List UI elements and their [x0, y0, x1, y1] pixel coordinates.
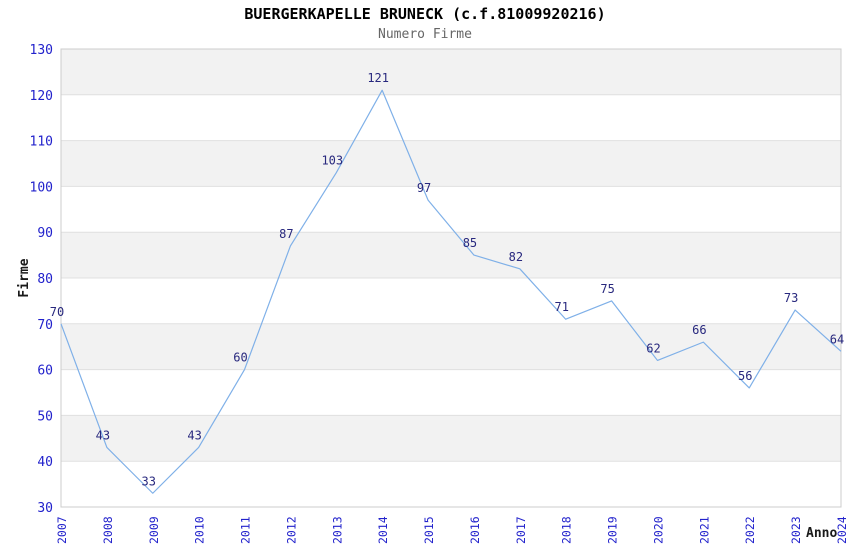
y-tick-label: 70	[37, 318, 53, 333]
data-label: 75	[600, 282, 614, 296]
data-label: 103	[321, 154, 343, 168]
plot-band	[61, 49, 841, 95]
plot-band	[61, 232, 841, 278]
data-label: 33	[142, 474, 156, 488]
x-tick-label: 2016	[468, 516, 482, 544]
y-tick-label: 40	[37, 455, 53, 470]
x-tick-label: 2024	[835, 516, 849, 544]
data-label: 43	[187, 428, 201, 442]
y-tick-label: 110	[30, 135, 53, 150]
y-tick-label: 50	[37, 409, 53, 424]
plot-band	[61, 323, 841, 370]
data-label: 60	[233, 351, 247, 365]
data-label: 121	[367, 71, 389, 85]
data-label: 70	[50, 305, 64, 319]
data-label: 62	[646, 341, 660, 355]
x-tick-label: 2015	[422, 516, 436, 544]
chart-subtitle: Numero Firme	[378, 27, 472, 42]
y-tick-label: 90	[37, 226, 53, 241]
y-tick-label: 130	[30, 43, 53, 58]
x-tick-label: 2017	[514, 516, 528, 544]
plot-band	[61, 140, 841, 187]
y-tick-label: 30	[37, 501, 53, 516]
chart-title: BUERGERKAPELLE BRUNECK (c.f.81009920216)	[244, 5, 606, 23]
x-tick-label: 2010	[193, 516, 207, 544]
x-tick-label: 2008	[101, 516, 115, 544]
y-tick-label: 100	[30, 180, 53, 195]
y-tick-label: 120	[30, 89, 53, 104]
plot-band	[61, 415, 841, 462]
data-label: 43	[96, 428, 110, 442]
line-series	[60, 89, 842, 494]
x-tick-label: 2014	[376, 516, 390, 544]
data-label: 73	[784, 291, 798, 305]
data-label: 64	[830, 332, 844, 346]
x-tick-label: 2018	[560, 516, 574, 544]
x-tick-label: 2020	[651, 516, 665, 544]
plot-border	[60, 48, 842, 508]
data-label: 82	[509, 250, 523, 264]
x-tick-label: 2011	[239, 516, 253, 544]
y-tick-label: 60	[37, 364, 53, 379]
x-tick-label: 2012	[284, 516, 298, 544]
y-axis-title: Firme	[17, 258, 32, 297]
x-tick-label: 2009	[147, 516, 161, 544]
data-label: 87	[279, 227, 293, 241]
x-tick-label: 2022	[743, 516, 757, 544]
x-tick-label: 2013	[330, 516, 344, 544]
data-label: 66	[692, 323, 706, 337]
data-label: 56	[738, 369, 752, 383]
x-tick-label: 2023	[789, 516, 803, 544]
y-tick-label: 80	[37, 272, 53, 287]
data-label: 85	[463, 236, 477, 250]
x-tick-label: 2007	[55, 516, 69, 544]
data-label: 71	[554, 300, 568, 314]
x-tick-label: 2021	[697, 516, 711, 544]
data-label: 97	[417, 181, 431, 195]
x-tick-label: 2019	[606, 516, 620, 544]
x-axis-title: Anno	[806, 526, 837, 541]
